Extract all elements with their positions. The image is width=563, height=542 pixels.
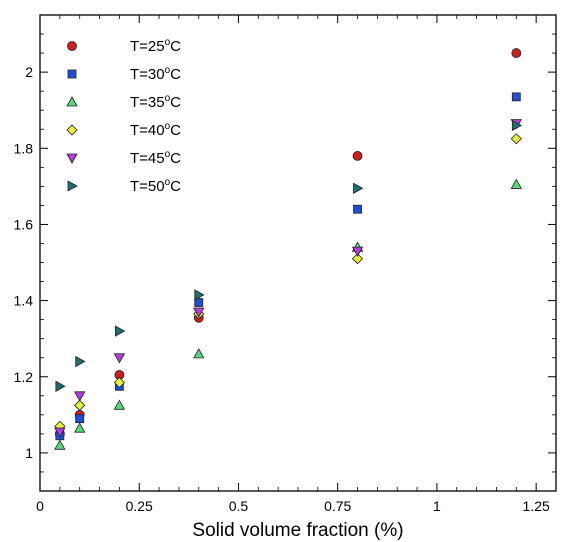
data-point-series-5 bbox=[193, 307, 205, 318]
y-tick-label: 2 bbox=[25, 64, 33, 80]
data-point-series-3 bbox=[54, 439, 66, 450]
legend-marker-series-5 bbox=[66, 153, 78, 164]
data-point-series-1 bbox=[352, 150, 363, 161]
data-point-series-1 bbox=[511, 48, 522, 58]
plot-area bbox=[39, 14, 557, 492]
plot-frame bbox=[39, 14, 557, 492]
legend-degree-sup: o bbox=[165, 121, 171, 132]
data-point-series-4 bbox=[510, 133, 522, 145]
y-tick-label: 1.6 bbox=[14, 216, 34, 232]
data-point-series-5 bbox=[113, 353, 126, 364]
legend-degree-sup: o bbox=[165, 177, 171, 188]
data-point-series-6 bbox=[75, 355, 86, 368]
legend-label-series-2: T=30oC bbox=[130, 65, 181, 83]
legend-label-name: T=50 bbox=[130, 178, 165, 195]
data-point-series-5 bbox=[351, 246, 364, 257]
y-tick-label: 1 bbox=[25, 445, 33, 461]
legend-marker-series-1 bbox=[67, 41, 77, 51]
legend-degree-sup: o bbox=[165, 93, 171, 104]
data-point-series-3 bbox=[113, 399, 126, 410]
y-axis: 1 1.2 1.4 1.6 1.8 2 bbox=[14, 33, 556, 473]
data-point-series-4 bbox=[351, 253, 364, 265]
legend-label-name: T=35 bbox=[130, 94, 165, 111]
x-axis-title: Solid volume fraction (%) bbox=[192, 520, 403, 541]
legend-marker-series-6 bbox=[67, 180, 78, 192]
data-point-series-3 bbox=[74, 422, 86, 433]
legend-label-series-5: T=45oC bbox=[130, 149, 181, 167]
legend-marker-series-4 bbox=[66, 124, 78, 136]
data-point-series-2 bbox=[75, 414, 85, 424]
legend-unit: C bbox=[170, 38, 181, 55]
legend-unit: C bbox=[170, 66, 181, 83]
data-point-series-6 bbox=[194, 289, 205, 301]
data-point-series-4 bbox=[74, 399, 86, 411]
legend-label-series-4: T=40oC bbox=[130, 121, 181, 139]
legend-unit: C bbox=[170, 178, 181, 195]
legend-label-name: T=45 bbox=[130, 150, 165, 167]
legend-label-name: T=40 bbox=[130, 122, 165, 139]
y-tick-label: 1.8 bbox=[14, 140, 34, 156]
x-tick-label: 1.25 bbox=[523, 498, 550, 514]
data-point-series-6 bbox=[114, 325, 126, 337]
data-point-series-2 bbox=[353, 204, 362, 214]
legend-degree-sup: o bbox=[165, 149, 171, 160]
y-tick-label: 1.4 bbox=[14, 293, 34, 309]
data-point-series-4 bbox=[113, 376, 125, 389]
legend-degree-sup: o bbox=[165, 65, 171, 76]
legend-unit: C bbox=[170, 94, 181, 111]
data-point-series-6 bbox=[511, 119, 523, 132]
data-point-series-6 bbox=[55, 380, 66, 392]
data-point-series-5 bbox=[74, 391, 86, 402]
x-axis: 0 0.25 0.5 0.75 1 1.25 bbox=[36, 15, 550, 514]
legend-marker-series-3 bbox=[66, 96, 78, 107]
legend-unit: C bbox=[170, 122, 181, 139]
data-point-series-2 bbox=[511, 92, 521, 102]
x-tick-label: 0.25 bbox=[126, 498, 153, 514]
data-markers bbox=[54, 48, 523, 450]
data-point-series-3 bbox=[193, 348, 205, 359]
legend-unit: C bbox=[170, 150, 181, 167]
legend-marker-series-2 bbox=[67, 69, 77, 79]
data-point-series-2 bbox=[194, 298, 204, 307]
x-tick-label: 0.5 bbox=[229, 498, 249, 514]
legend-label-name: T=25 bbox=[130, 38, 165, 55]
x-tick-label: 1 bbox=[433, 498, 441, 514]
x-tick-label: 0.75 bbox=[324, 498, 351, 514]
legend-label-name: T=30 bbox=[130, 66, 165, 83]
data-point-series-6 bbox=[353, 182, 364, 194]
legend-label-series-1: T=25oC bbox=[130, 37, 181, 55]
x-tick-label: 0 bbox=[36, 498, 44, 514]
legend-label-series-6: T=50oC bbox=[130, 177, 181, 195]
legend-degree-sup: o bbox=[165, 37, 171, 48]
y-tick-label: 1.2 bbox=[14, 369, 34, 385]
data-point-series-3 bbox=[510, 178, 522, 189]
data-point-series-5 bbox=[54, 427, 66, 438]
legend-label-series-3: T=35oC bbox=[130, 93, 181, 111]
